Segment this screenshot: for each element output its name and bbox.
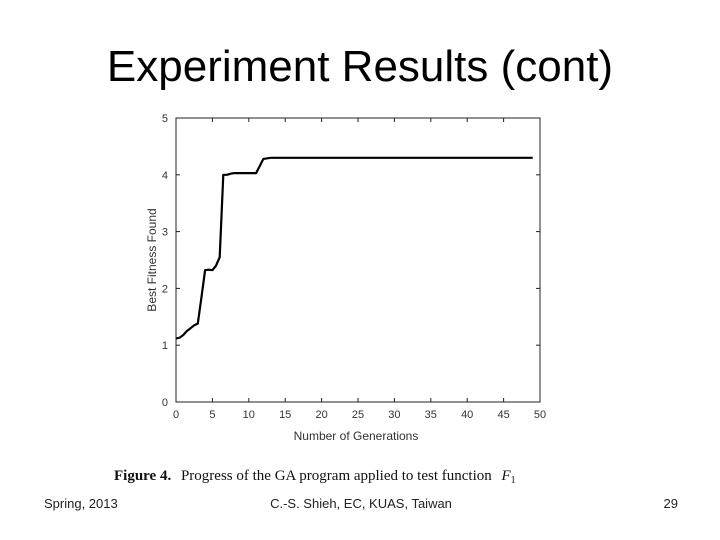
figure-caption-label: Figure 4. [114,468,171,484]
y-tick-label: 4 [162,170,168,182]
series-layer [175,156,533,340]
y-tick-label: 1 [162,340,168,352]
y-axis-title: Best Fitness Found [145,208,159,311]
x-tick-label: 10 [243,409,255,421]
figure-caption-subscript: 1 [511,475,516,486]
x-tick-label: 0 [173,409,179,421]
footer-author: C.-S. Shieh, EC, KUAS, Taiwan [270,496,452,511]
figure-caption-text: Progress of the GA program applied to te… [181,468,492,484]
y-tick-label: 5 [162,113,168,125]
figure-caption: Figure 4. Progress of the GA program app… [114,468,516,486]
x-tick-label: 15 [279,409,291,421]
x-tick-label: 25 [352,409,364,421]
x-tick-label: 20 [315,409,327,421]
x-tick-label: 35 [425,409,437,421]
plot-frame [175,117,541,403]
x-axis-ticks: 0 5 10 15 20 25 30 35 40 45 50 [173,118,546,421]
x-tick-label: 5 [209,409,215,421]
footer-date: Spring, 2013 [44,496,118,511]
y-tick-label: 3 [162,227,168,239]
x-tick-label: 45 [497,409,509,421]
y-axis-ticks: 0 1 2 3 4 5 [162,113,540,409]
x-tick-label: 40 [461,409,473,421]
x-axis-title: Number of Generations [294,429,419,443]
figure-caption-function: F [501,468,512,484]
slide-title: Experiment Results (cont) [106,42,614,91]
x-tick-label: 30 [388,409,400,421]
slide-number: 29 [663,496,678,511]
plot-border [175,117,541,403]
series-line-0 [175,156,533,340]
y-tick-label: 2 [162,283,168,295]
y-tick-label: 0 [162,397,168,409]
x-tick-label: 50 [534,409,546,421]
